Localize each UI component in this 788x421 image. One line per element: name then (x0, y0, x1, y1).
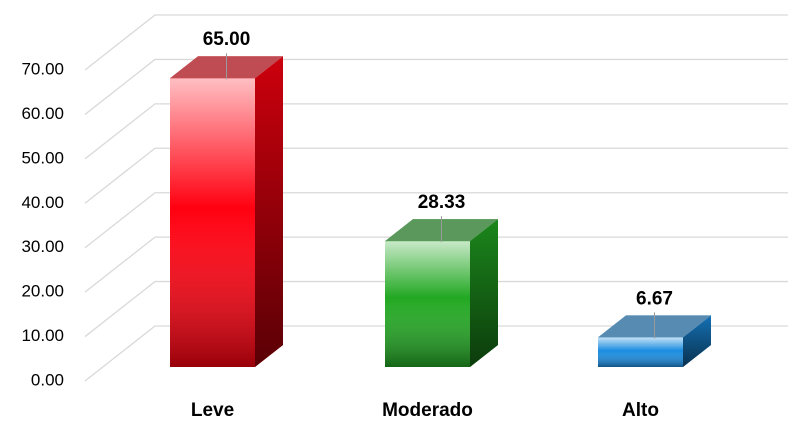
grid-line (84, 236, 788, 293)
bar-shade (598, 337, 683, 367)
grid-line (84, 192, 788, 249)
value-label: 6.67 (636, 288, 673, 309)
grid-line (84, 14, 788, 71)
value-label: 28.33 (418, 192, 466, 213)
bar-side-shade (470, 219, 498, 367)
bar-shade (385, 241, 470, 367)
y-tick-label: 60.00 (21, 104, 64, 123)
grid-line (84, 147, 788, 204)
grid-line (84, 280, 788, 338)
bar-side-shade (255, 56, 283, 367)
grid-line (84, 58, 788, 115)
y-tick-label: 40.00 (21, 193, 64, 212)
value-label: 65.00 (203, 29, 251, 50)
y-tick-label: 0.00 (31, 370, 64, 389)
x-tick-label: Moderado (382, 400, 473, 421)
grid-line (84, 325, 788, 382)
x-tick-label: Leve (191, 400, 234, 421)
y-tick-label: 10.00 (21, 326, 64, 345)
x-tick-label: Alto (622, 400, 659, 421)
y-tick-label: 20.00 (21, 282, 64, 301)
y-tick-label: 70.00 (21, 59, 64, 78)
bar-shade (170, 78, 255, 367)
grid-line (84, 103, 788, 160)
bar-side-shade (683, 315, 711, 367)
y-tick-label: 50.00 (21, 148, 64, 167)
y-tick-label: 30.00 (21, 237, 64, 256)
